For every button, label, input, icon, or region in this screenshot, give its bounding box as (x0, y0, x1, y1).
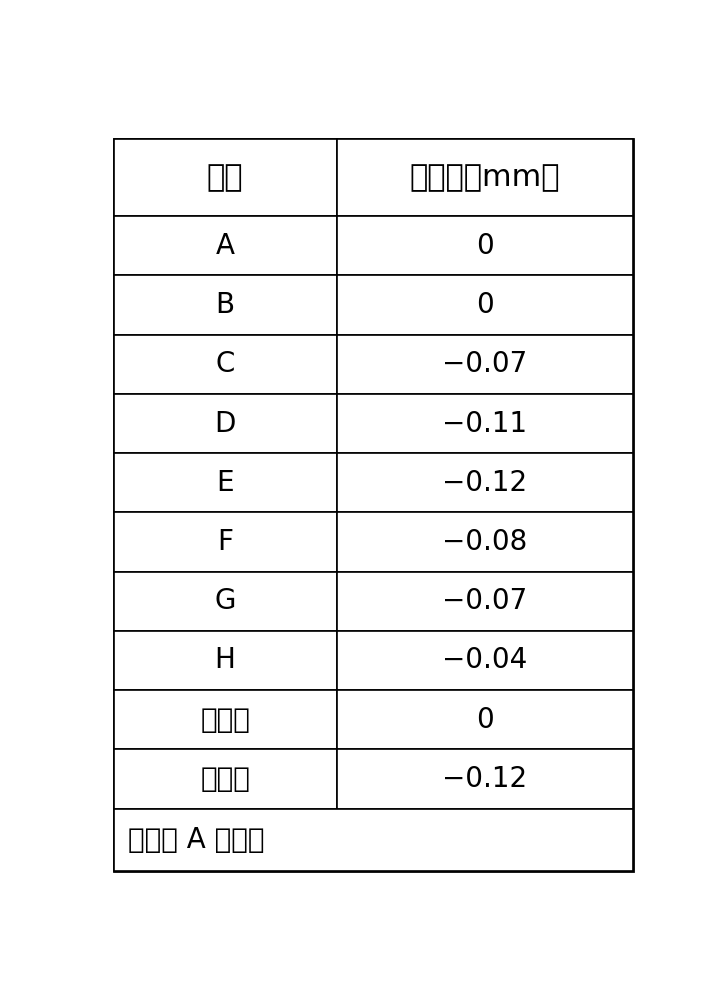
Bar (114, 216, 337, 275)
Text: 0: 0 (476, 706, 494, 734)
Text: −0.12: −0.12 (442, 765, 527, 793)
Text: 最大値: 最大値 (200, 706, 250, 734)
Bar (337, 631, 633, 690)
Text: −0.11: −0.11 (442, 410, 527, 438)
Bar (337, 512, 633, 572)
Text: G: G (215, 587, 236, 615)
Bar (114, 275, 337, 335)
Text: H: H (215, 646, 236, 674)
Text: 位置: 位置 (207, 163, 243, 192)
Text: −0.07: −0.07 (442, 350, 527, 378)
Bar (337, 572, 633, 631)
Text: F: F (217, 528, 233, 556)
Text: 跳动値（mm）: 跳动値（mm） (409, 163, 560, 192)
Bar (337, 690, 633, 749)
Bar (114, 139, 337, 216)
Text: 最小値: 最小値 (200, 765, 250, 793)
Bar (114, 690, 337, 749)
Text: D: D (215, 410, 236, 438)
Text: B: B (215, 291, 234, 319)
Text: −0.07: −0.07 (442, 587, 527, 615)
Text: −0.04: −0.04 (442, 646, 527, 674)
Text: 0: 0 (476, 232, 494, 260)
Bar (337, 139, 633, 216)
Bar (337, 275, 633, 335)
Bar (114, 453, 337, 512)
Bar (114, 631, 337, 690)
Text: 注：以 A 为基点: 注：以 A 为基点 (127, 826, 264, 854)
Bar (114, 572, 337, 631)
Bar (337, 453, 633, 512)
Text: C: C (215, 350, 235, 378)
Bar (114, 749, 337, 809)
Text: 0: 0 (476, 291, 494, 319)
Bar (337, 394, 633, 453)
Text: −0.08: −0.08 (442, 528, 527, 556)
Bar (337, 749, 633, 809)
Bar (337, 335, 633, 394)
Bar (114, 394, 337, 453)
Text: −0.12: −0.12 (442, 469, 527, 497)
Bar (114, 512, 337, 572)
Bar (114, 335, 337, 394)
Text: E: E (216, 469, 234, 497)
Bar (114, 809, 633, 871)
Bar (337, 216, 633, 275)
Text: A: A (215, 232, 234, 260)
